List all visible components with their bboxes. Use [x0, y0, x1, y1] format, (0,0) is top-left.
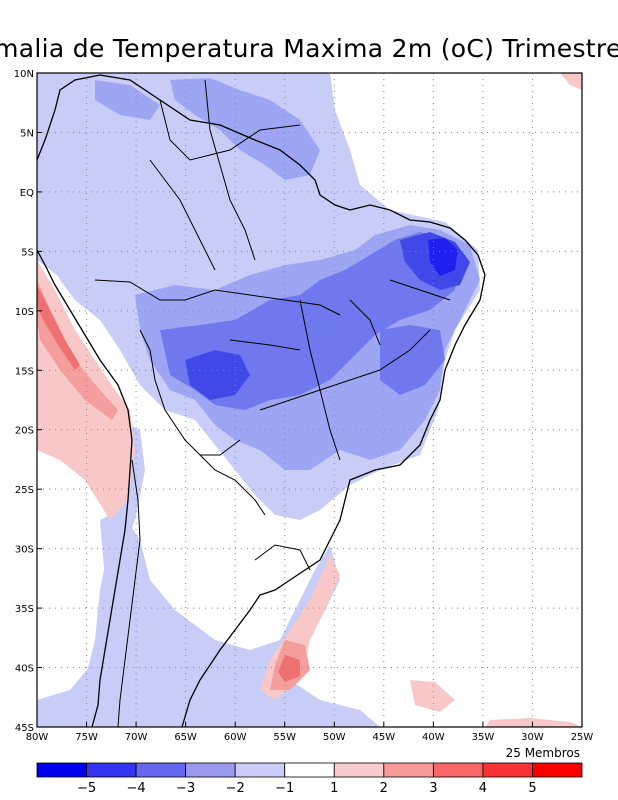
legend-swatch: [532, 762, 583, 778]
anomaly-region-neg5: [428, 238, 458, 276]
color-legend: [36, 762, 583, 778]
anomaly-region-neg3-coast: [380, 325, 445, 395]
anomaly-region-pos2-pacific: [37, 280, 118, 420]
legend-swatch: [333, 762, 385, 778]
borders: [94, 79, 451, 727]
lat-label: 30S: [15, 545, 34, 556]
lat-label: 10N: [14, 69, 34, 80]
legend-tick-label: −4: [127, 781, 146, 796]
legend-tick-label: 2: [380, 781, 388, 796]
lon-label: 80W: [26, 732, 49, 743]
legend-swatch: [284, 762, 335, 778]
legend-swatch: [383, 762, 434, 778]
legend-tick-label: −1: [275, 781, 294, 796]
lon-label: 60W: [224, 732, 247, 743]
lat-label: 10S: [15, 307, 34, 318]
lat-label: 5S: [21, 247, 34, 258]
legend-swatch: [432, 762, 484, 778]
anomaly-region-pos1-ne: [560, 73, 582, 90]
legend-tick-label: 5: [528, 781, 536, 796]
legend-swatch: [234, 762, 286, 778]
lat-label: 25S: [15, 485, 34, 496]
anomaly-region-neg1-west: [37, 180, 95, 285]
legend-tick-label: −2: [226, 781, 245, 796]
anomaly-region-neg2-amazon: [95, 80, 160, 120]
pacific-coastline: [37, 249, 133, 727]
lon-label: 65W: [174, 732, 197, 743]
anomaly-region-neg4: [185, 350, 250, 400]
coastlines: [37, 74, 486, 727]
lat-label: 20S: [15, 426, 34, 437]
anomaly-region-pos1-far-se: [485, 718, 582, 727]
lat-label: 40S: [15, 664, 34, 675]
border-brazil-states: [149, 79, 451, 461]
plot-frame: [36, 72, 583, 728]
legend-tick-label: 4: [479, 781, 487, 796]
lon-label: 50W: [323, 732, 346, 743]
lon-label: 75W: [75, 732, 98, 743]
grid-lines: [37, 73, 582, 727]
lat-label: 45S: [15, 723, 34, 734]
legend-swatch: [36, 762, 87, 778]
border-uruguay: [254, 544, 311, 571]
lat-label: 5N: [20, 128, 34, 139]
latitude-labels: 10N 5N EQ 5S 10S 15S 20S 25S 30S 35S 40S 45S: [14, 69, 42, 734]
legend-tick-label: −3: [176, 781, 195, 796]
border-argentina-chile: [117, 459, 141, 727]
legend-tick-labels: −5 −4 −3 −2 −1 1 2 3 4 5: [77, 781, 537, 796]
lat-label: 35S: [15, 604, 34, 615]
lon-label: 25W: [571, 732, 594, 743]
border-bolivia: [139, 329, 241, 456]
lon-label: 40W: [422, 732, 445, 743]
border-paraguay: [199, 454, 266, 516]
lon-label: 45W: [373, 732, 396, 743]
anomaly-region-neg1-south: [37, 510, 380, 727]
legend-tick-label: −5: [77, 781, 96, 796]
longitude-labels: 80W 75W 70W 65W 60W 55W 50W 45W 40W 35W 30W 25W: [26, 722, 594, 743]
legend-swatch: [185, 762, 236, 778]
anomaly-region-pos3-atlantic: [278, 655, 300, 682]
legend-swatch: [482, 762, 533, 778]
border-brazil-west: [94, 279, 341, 316]
south-america-coastline: [37, 74, 486, 727]
border-venezuela-guyanas: [159, 99, 301, 161]
lat-label: EQ: [20, 188, 34, 199]
lon-label: 35W: [472, 732, 495, 743]
lat-label: 15S: [15, 366, 34, 377]
members-label: 25 Membros: [506, 746, 580, 760]
legend-tick-label: 1: [330, 781, 338, 796]
lon-label: 30W: [521, 732, 544, 743]
lon-label: 70W: [125, 732, 148, 743]
map-title: Anomalia de Temperatura Maxima 2m (oC) T…: [0, 34, 618, 63]
lon-label: 55W: [273, 732, 296, 743]
anomaly-region-pos3-pacific: [37, 285, 80, 370]
anomaly-region-pos1-se: [410, 680, 455, 712]
legend-swatch: [86, 762, 137, 778]
legend-tick-label: 3: [429, 781, 437, 796]
legend-swatch: [135, 762, 187, 778]
